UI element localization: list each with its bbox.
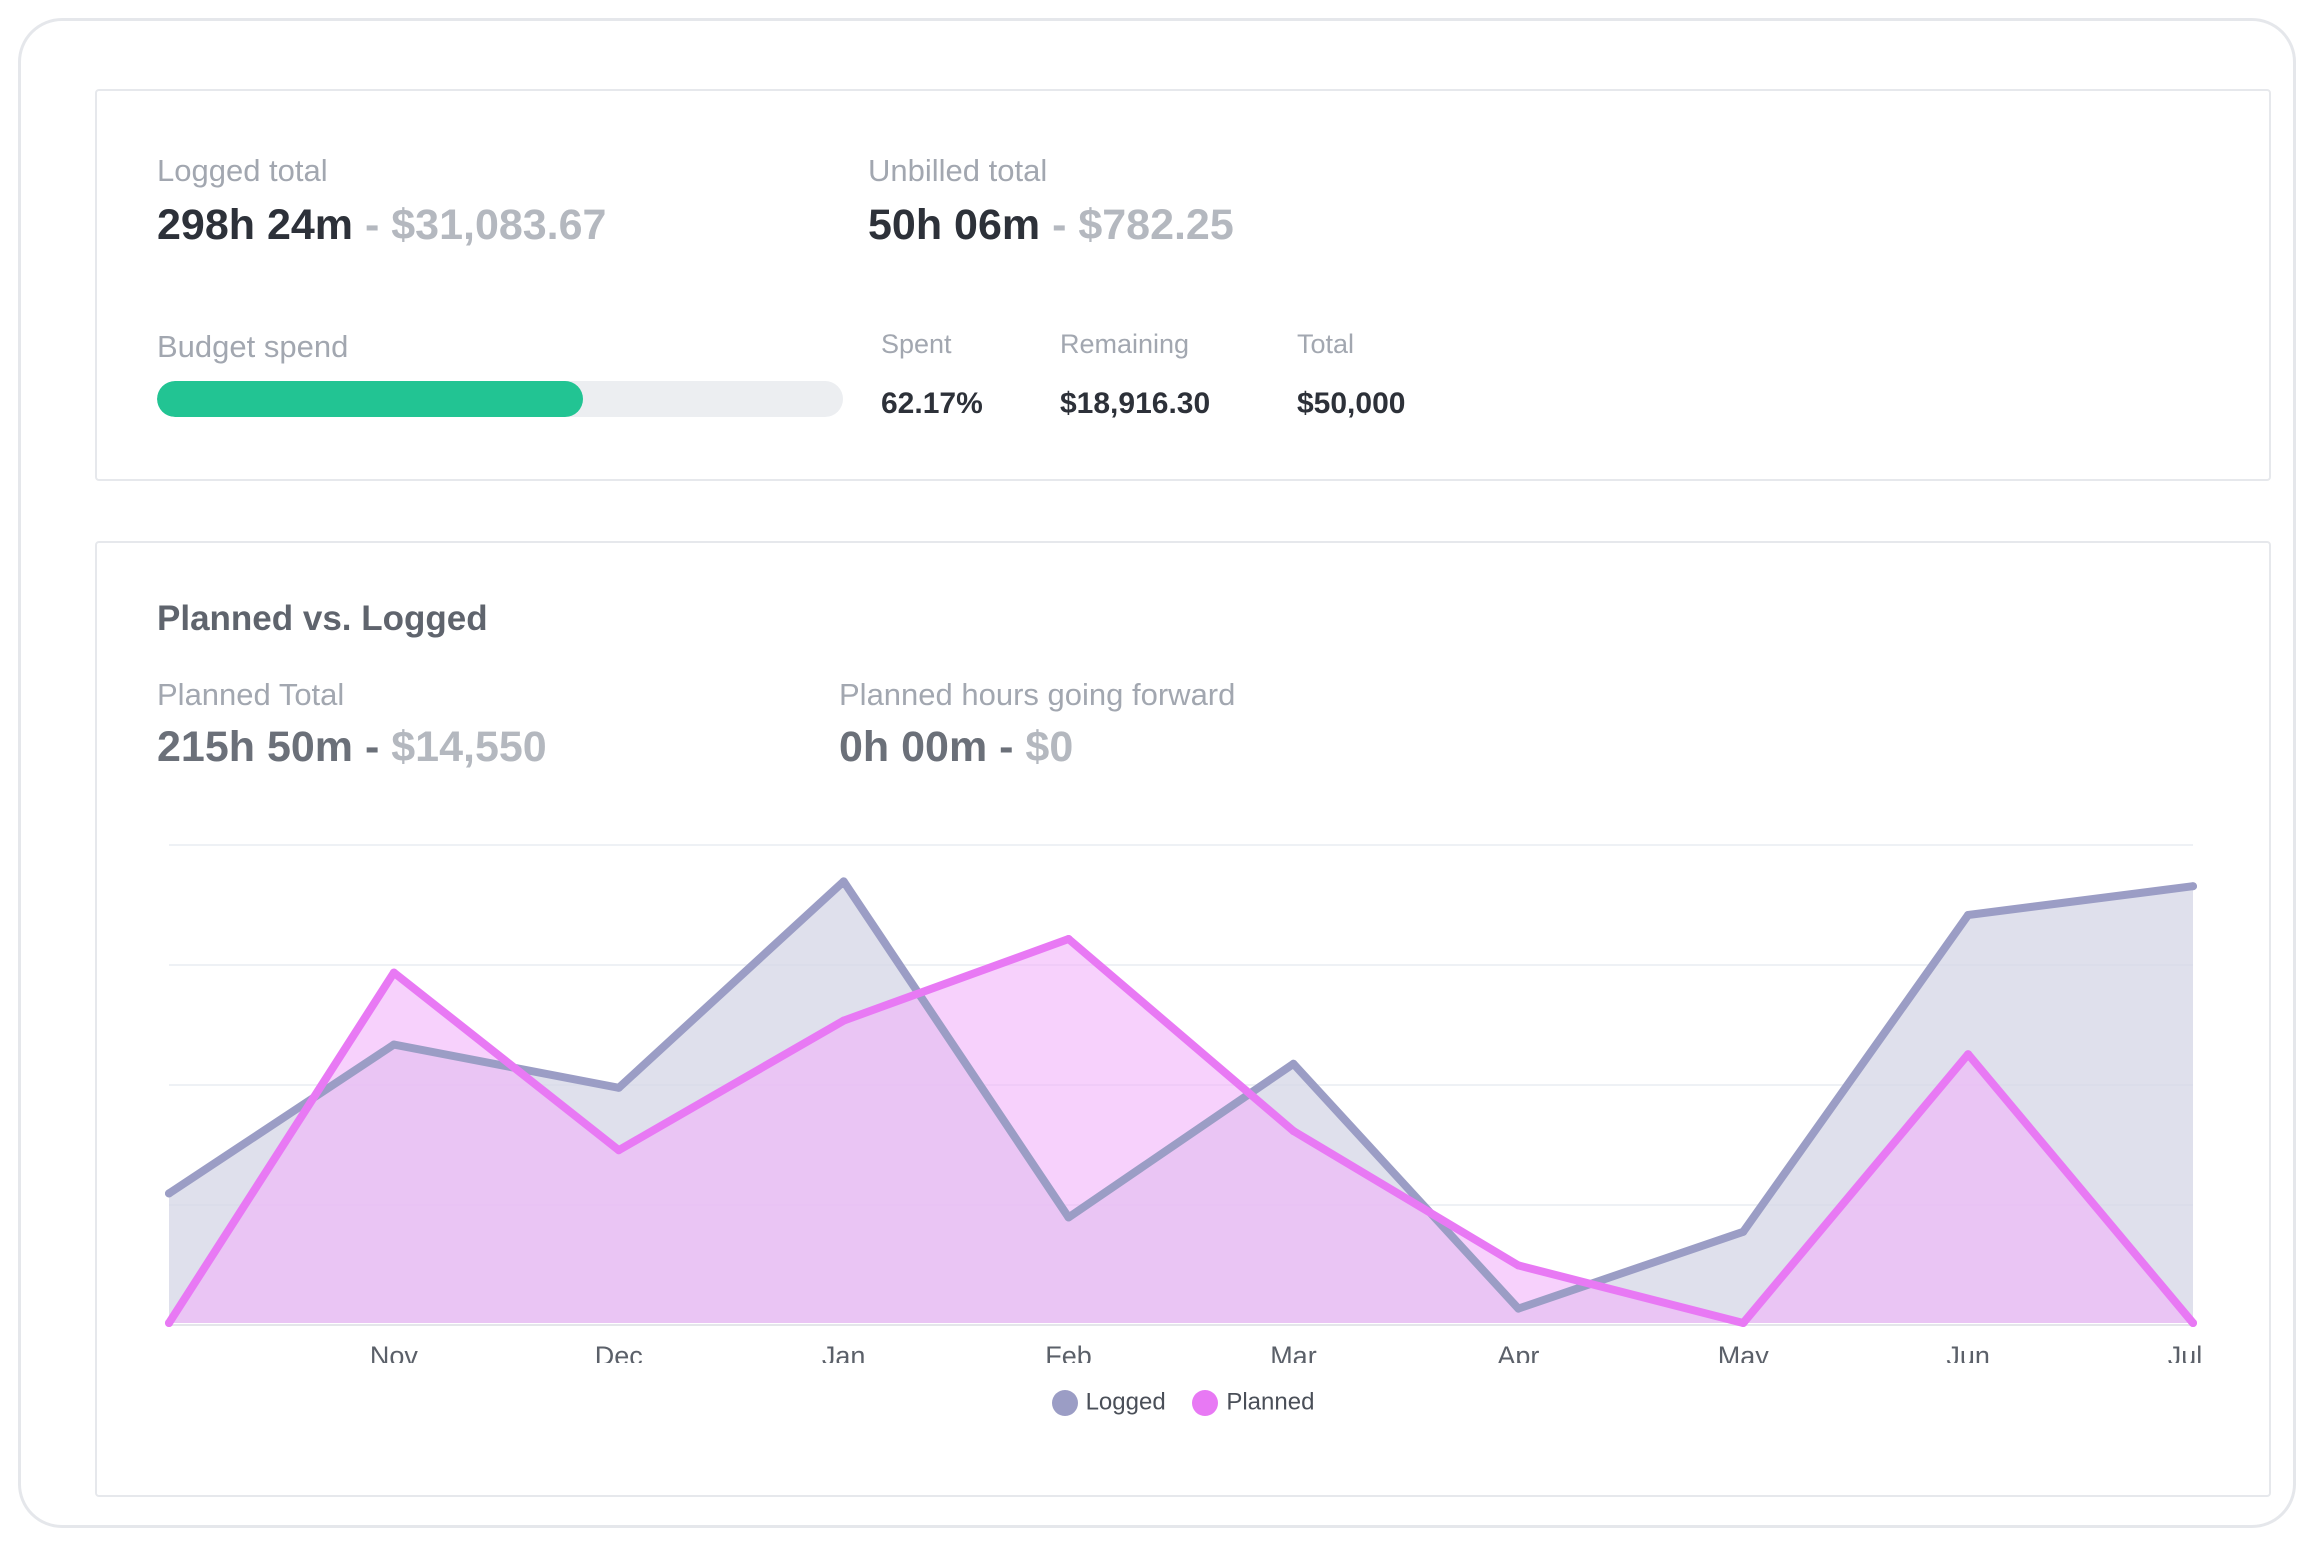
budget-spend-label: Budget spend	[157, 329, 349, 364]
chart-legend: Logged Planned	[97, 1388, 2269, 1417]
legend-item-planned[interactable]: Planned	[1192, 1388, 1314, 1417]
spent-label: Spent	[881, 329, 952, 359]
unbilled-total-hours: 50h 06m	[868, 201, 1041, 249]
x-tick-mar: Mar	[1270, 1341, 1317, 1363]
logged-total-label: Logged total	[157, 153, 328, 188]
point-planned-feb[interactable]	[1064, 935, 1073, 943]
point-logged-oct[interactable]	[165, 1189, 173, 1198]
x-tick-nov: Nov	[370, 1341, 419, 1363]
planned-total-label: Planned Total	[157, 677, 345, 712]
summary-card: Logged total 298h 24m - $31,083.67 Unbil…	[95, 89, 2271, 481]
legend-planned-swatch	[1192, 1389, 1219, 1416]
x-tick-jun: Jun	[1946, 1341, 1990, 1363]
point-logged-apr[interactable]	[1514, 1304, 1523, 1313]
planned-forward-hours: 0h 00m -	[839, 723, 1014, 771]
point-logged-jan[interactable]	[839, 877, 848, 886]
unbilled-total-value: 50h 06m - $782.25	[868, 201, 1234, 250]
planned-total-value: 215h 50m - $14,550	[157, 723, 547, 772]
x-tick-jan: Jan	[822, 1341, 866, 1363]
x-tick-apr: Apr	[1497, 1341, 1539, 1363]
point-planned-nov[interactable]	[389, 968, 398, 977]
planned-forward-value: 0h 00m - $0	[839, 723, 1073, 772]
area-planned	[169, 939, 2193, 1323]
logged-total-value: 298h 24m - $31,083.67	[157, 201, 606, 250]
budget-progress-fill	[157, 381, 584, 417]
unbilled-total-amount: - $782.25	[1052, 201, 1234, 249]
x-tick-dec: Dec	[595, 1341, 643, 1363]
line-planned	[165, 935, 2197, 1327]
point-logged-feb[interactable]	[1064, 1213, 1073, 1222]
point-planned-jun[interactable]	[1964, 1050, 1973, 1059]
dashboard-frame: Logged total 298h 24m - $31,083.67 Unbil…	[18, 18, 2296, 1528]
legend-planned-label: Planned	[1226, 1388, 1315, 1416]
point-planned-jul[interactable]	[2189, 1319, 2197, 1327]
planned-forward-amount: $0	[1025, 723, 1074, 771]
planned-vs-logged-chart: Nov Dec Jan Feb Mar Apr May Jun Jul	[165, 844, 2203, 1363]
point-planned-oct[interactable]	[165, 1319, 173, 1327]
point-logged-may[interactable]	[1739, 1227, 1748, 1236]
point-planned-apr[interactable]	[1514, 1261, 1523, 1270]
point-logged-jul[interactable]	[2189, 882, 2197, 891]
legend-logged-label: Logged	[1085, 1388, 1166, 1416]
planned-total-hours: 215h 50m -	[157, 723, 380, 771]
point-logged-jun[interactable]	[1964, 911, 1973, 919]
chart-section-title: Planned vs. Logged	[157, 599, 488, 638]
total-value: $50,000	[1297, 387, 1406, 420]
x-tick-jul: Jul	[2168, 1341, 2203, 1363]
legend-logged-swatch	[1051, 1389, 1078, 1416]
point-planned-mar[interactable]	[1289, 1127, 1298, 1135]
remaining-label: Remaining	[1060, 329, 1190, 359]
point-planned-may[interactable]	[1739, 1319, 1748, 1327]
point-planned-jan[interactable]	[839, 1016, 848, 1025]
x-tick-feb: Feb	[1045, 1341, 1092, 1363]
planned-total-amount: $14,550	[391, 723, 547, 771]
unbilled-total-label: Unbilled total	[868, 153, 1048, 188]
budget-progress-bar	[157, 381, 843, 417]
point-logged-nov[interactable]	[389, 1040, 398, 1049]
logged-total-hours: 298h 24m	[157, 201, 354, 249]
legend-item-logged[interactable]: Logged	[1051, 1388, 1166, 1417]
remaining-value: $18,916.30	[1060, 387, 1211, 420]
logged-total-amount: - $31,083.67	[364, 201, 607, 249]
point-logged-mar[interactable]	[1289, 1059, 1298, 1068]
planned-forward-label: Planned hours going forward	[839, 677, 1236, 712]
x-tick-may: May	[1718, 1341, 1770, 1363]
point-logged-dec[interactable]	[614, 1083, 623, 1092]
planned-vs-logged-card: Planned vs. Logged Planned Total 215h 50…	[95, 541, 2271, 1497]
spent-value: 62.17%	[881, 387, 983, 420]
total-label: Total	[1297, 329, 1355, 359]
point-planned-dec[interactable]	[614, 1146, 623, 1155]
